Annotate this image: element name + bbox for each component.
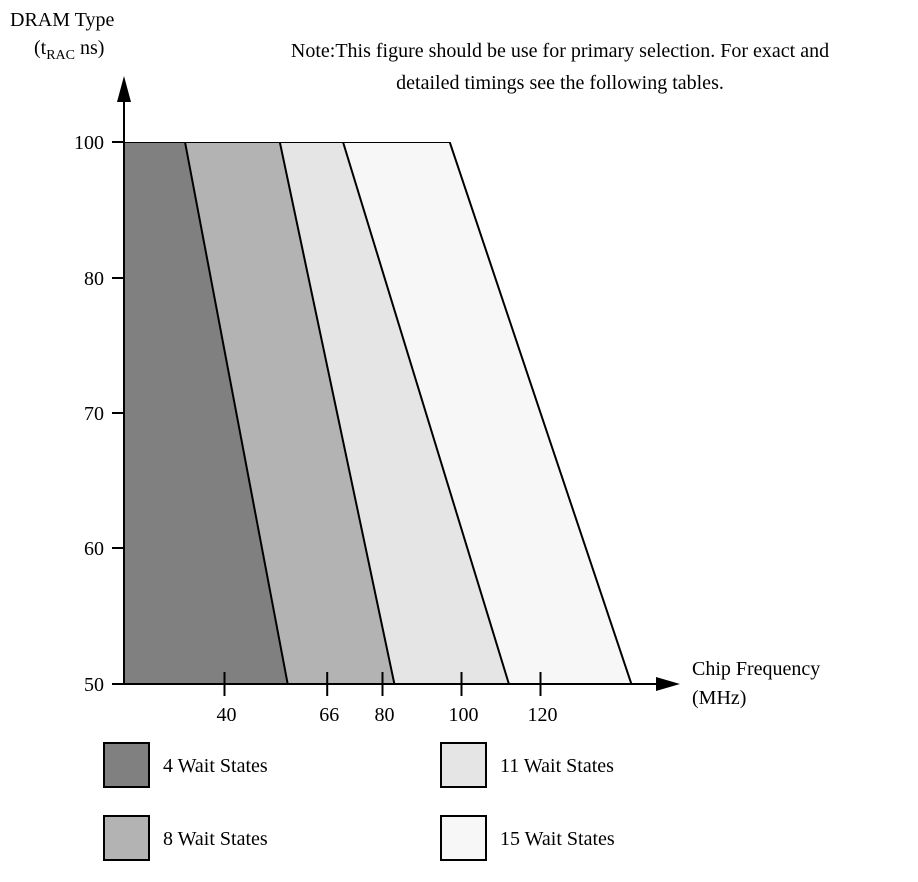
legend-swatch-2	[103, 815, 150, 861]
legend-label-1: 4 Wait States	[163, 755, 268, 777]
wait-state-regions	[124, 142, 633, 684]
y-tick-label-80: 80	[84, 268, 104, 290]
y-tick-label-100: 100	[74, 132, 104, 154]
x-tick-label-80: 80	[375, 704, 395, 726]
y-tick-label-70: 70	[84, 403, 104, 425]
legend-swatch-3	[440, 742, 487, 788]
x-axis-label-line2: (MHz)	[692, 687, 746, 709]
note-line1: Note:This figure should be use for prima…	[291, 40, 829, 62]
x-tick-label-120: 120	[528, 704, 558, 726]
legend-label-2: 8 Wait States	[163, 828, 268, 850]
y-ticks: 100 80 70 60 50	[74, 132, 124, 696]
x-axis-arrow	[656, 677, 680, 691]
y-axis-arrow	[117, 76, 131, 102]
y-tick-label-60: 60	[84, 538, 104, 560]
y-axis-label-line1: DRAM Type	[10, 9, 114, 31]
y-axis-label-line2: (tRAC ns)	[34, 37, 104, 63]
y-tick-label-50: 50	[84, 674, 104, 696]
x-tick-label-66: 66	[319, 704, 339, 726]
legend-label-3: 11 Wait States	[500, 755, 614, 777]
legend-label-4: 15 Wait States	[500, 828, 615, 850]
legend: 4 Wait States 8 Wait States 11 Wait States…	[103, 742, 615, 861]
legend-swatch-1	[103, 742, 150, 788]
x-axis-label-line1: Chip Frequency	[692, 658, 820, 680]
note-line2: detailed timings see the following table…	[396, 72, 724, 94]
region-1	[124, 142, 289, 684]
x-ticks: 40 66 80 100 120	[217, 672, 558, 726]
legend-swatch-4	[440, 815, 487, 861]
x-tick-label-100: 100	[449, 704, 479, 726]
x-tick-label-40: 40	[217, 704, 237, 726]
